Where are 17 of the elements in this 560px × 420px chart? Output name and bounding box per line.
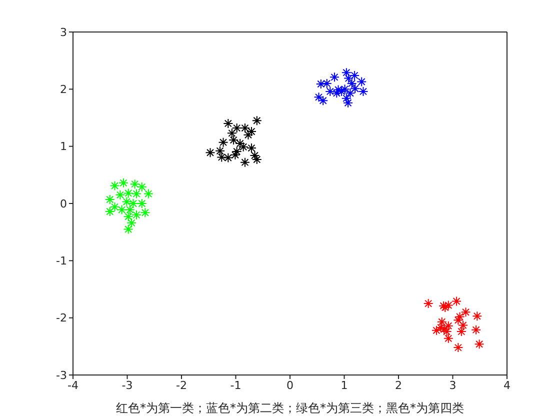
y-tick-label: -1	[56, 254, 67, 268]
y-tick-label: 0	[60, 197, 67, 210]
x-tick-label: 1	[340, 378, 348, 392]
x-tick-label: 2	[395, 378, 402, 392]
x-tick-label: 4	[504, 378, 510, 392]
x-tick-label: -2	[176, 378, 187, 392]
y-tick-label: 1	[60, 140, 67, 154]
x-tick-label: 3	[449, 378, 456, 392]
y-tick-label: 3	[60, 26, 67, 39]
y-tick-label: 2	[60, 83, 67, 96]
x-tick-label: 0	[286, 378, 294, 392]
x-tick-label: -4	[68, 378, 78, 392]
y-tick-label: -3	[56, 368, 67, 382]
x-tick-label: -3	[122, 378, 133, 392]
x-tick-label: -1	[230, 378, 242, 392]
y-tick-label: -2	[56, 312, 67, 325]
x-axis-title: 红色*为第一类；蓝色*为第二类；绿色*为第三类；黑色*为第四类	[116, 401, 464, 415]
